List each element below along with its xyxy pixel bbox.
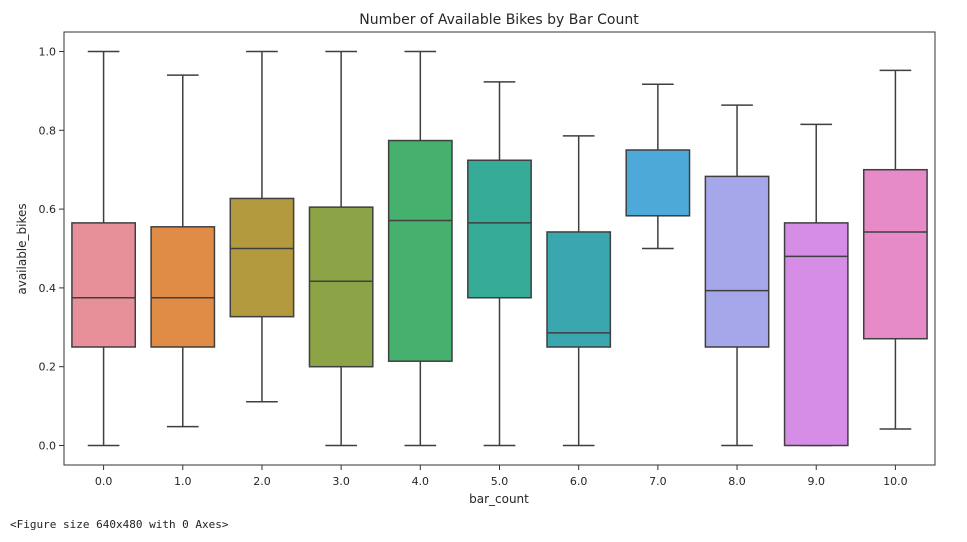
- x-tick-label: 7.0: [649, 475, 667, 488]
- box-7.0: [625, 83, 691, 250]
- iqr-box: [704, 175, 770, 348]
- x-tick-label: 8.0: [728, 475, 746, 488]
- box-6.0: [546, 135, 612, 447]
- box-5.0: [467, 81, 532, 447]
- box-1.0: [150, 74, 216, 428]
- y-tick-label: 0.8: [39, 124, 57, 137]
- iqr-box: [71, 222, 137, 348]
- iqr-box: [625, 149, 691, 217]
- y-axis: 0.0 0.2 0.4 0.6 0.8 1.0: [39, 46, 64, 453]
- x-tick-label: 2.0: [253, 475, 271, 488]
- iqr-box: [150, 226, 216, 348]
- x-axis: 0.0 1.0 2.0 3.0 4.0 5.0 6.0 7.0 8.0 9.0 10.0: [95, 465, 908, 488]
- y-tick-label: 1.0: [39, 46, 57, 59]
- y-tick-label: 0.2: [39, 361, 57, 374]
- x-tick-label: 10.0: [883, 475, 908, 488]
- figure-size-output: <Figure size 640x480 with 0 Axes>: [10, 518, 229, 531]
- box-2.0: [229, 50, 295, 403]
- y-axis-label: available_bikes: [15, 203, 29, 294]
- iqr-box: [308, 206, 374, 368]
- iqr-box: [862, 168, 928, 340]
- x-axis-label: bar_count: [469, 492, 529, 506]
- x-tick-label: 6.0: [570, 475, 588, 488]
- iqr-box: [783, 222, 849, 447]
- box-series: [71, 50, 928, 447]
- x-tick-label: 1.0: [174, 475, 192, 488]
- box-9.0: [783, 123, 849, 447]
- iqr-box: [387, 139, 453, 362]
- box-8.0: [704, 104, 770, 447]
- x-tick-label: 3.0: [332, 475, 350, 488]
- iqr-box: [546, 231, 612, 348]
- box-10.0: [862, 69, 928, 430]
- iqr-box: [229, 197, 295, 318]
- box-0.0: [71, 50, 137, 447]
- x-tick-label: 9.0: [807, 475, 825, 488]
- y-tick-label: 0.4: [39, 282, 57, 295]
- x-tick-label: 0.0: [95, 475, 113, 488]
- x-tick-label: 5.0: [491, 475, 509, 488]
- x-tick-label: 4.0: [412, 475, 430, 488]
- iqr-box: [467, 159, 532, 299]
- y-tick-label: 0.6: [39, 203, 57, 216]
- box-4.0: [387, 50, 453, 447]
- y-tick-label: 0.0: [39, 440, 57, 453]
- box-3.0: [308, 50, 374, 447]
- chart-title: Number of Available Bikes by Bar Count: [359, 12, 639, 28]
